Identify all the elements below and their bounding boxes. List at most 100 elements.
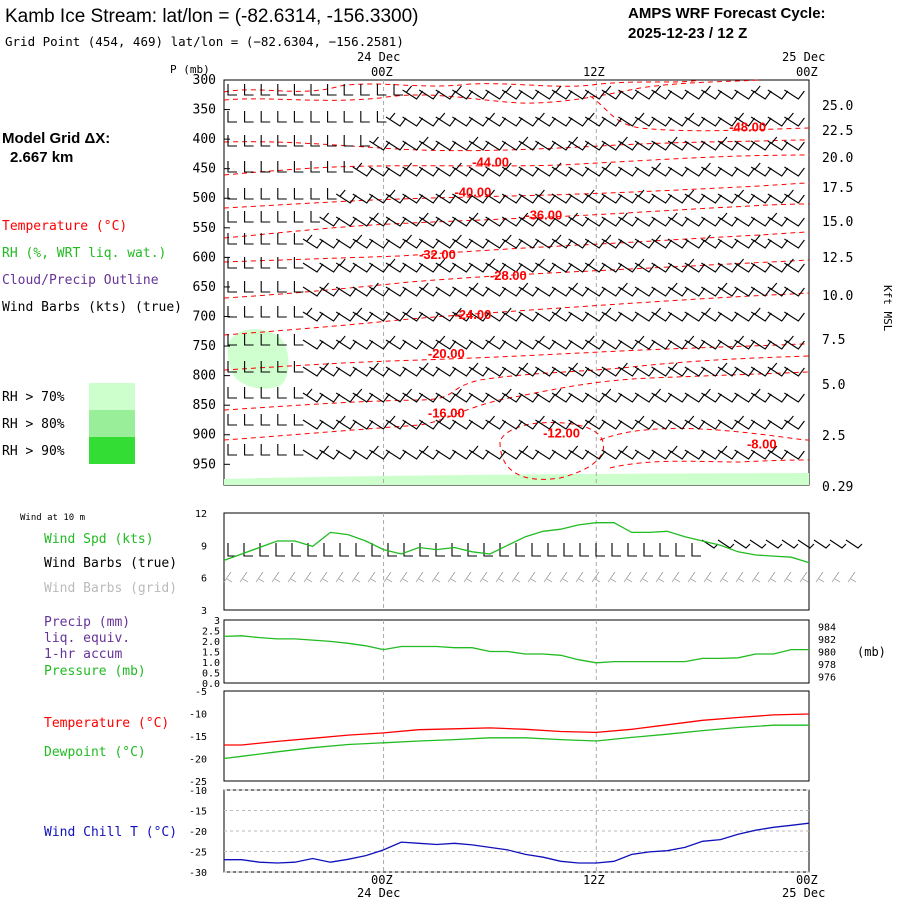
wind-barb	[717, 238, 739, 249]
wind-barb-true	[515, 543, 525, 557]
wind-barb	[402, 193, 424, 204]
legend-dewpoint: Dewpoint (°C)	[44, 745, 146, 760]
isotherm-line-1	[223, 79, 701, 93]
height-tick-label: 2.5	[822, 429, 845, 444]
wind-barb	[684, 89, 706, 100]
wind-barb	[277, 361, 287, 373]
pressure-tick-label: 982	[818, 635, 836, 646]
wind-barb	[701, 85, 722, 100]
wind-barb	[701, 339, 722, 350]
wind-barb	[435, 166, 457, 177]
wind-barb	[618, 419, 639, 430]
pressure-tick-label: 976	[818, 673, 836, 684]
wind-barb	[750, 116, 772, 127]
wind-barb	[584, 286, 606, 297]
wind-barb	[277, 334, 287, 346]
wind-barb	[402, 234, 424, 249]
wind-barb	[468, 311, 490, 322]
wind-barb	[385, 311, 407, 322]
wind-barb-grid	[479, 571, 489, 583]
wind-barb	[402, 162, 424, 177]
wind-barb	[535, 89, 556, 100]
wind-barb	[535, 415, 556, 430]
wind-barb	[452, 116, 473, 127]
wind-barb	[717, 89, 739, 100]
wind-barb	[684, 258, 706, 273]
wind-barb	[310, 161, 320, 173]
wind-barb	[601, 193, 623, 204]
wind-barb	[551, 216, 573, 227]
wind-barb	[227, 306, 237, 318]
wind-barb	[327, 161, 337, 173]
wind-barb	[618, 212, 639, 227]
wind-barb	[651, 449, 673, 460]
wind-barb	[717, 116, 739, 127]
surface-wind-barbs-grid	[223, 571, 857, 583]
temp-panel-frame	[223, 690, 810, 782]
wind-barb	[402, 339, 424, 350]
wind-barb	[667, 136, 689, 151]
wind-barb	[584, 392, 606, 403]
wind-barb	[667, 311, 689, 322]
wind-barb	[601, 286, 623, 297]
wind-barb	[701, 162, 722, 177]
wind-barb	[568, 136, 590, 151]
wind-barb	[360, 135, 370, 147]
wind-barb	[418, 445, 440, 460]
wind-barb	[418, 282, 440, 297]
wind-barb	[369, 445, 390, 460]
wind-barb	[402, 85, 424, 100]
height-tick-label: 7.5	[822, 333, 845, 348]
wind-barb	[784, 415, 805, 430]
wind-barb-true	[813, 539, 831, 549]
wind-barb	[568, 311, 590, 322]
wind-barb	[435, 189, 457, 204]
wind-barb	[734, 415, 756, 430]
wind-barb	[277, 444, 287, 456]
wind-barb	[468, 212, 490, 227]
pressure-tick-label: 700	[193, 309, 216, 324]
isotherm-label: -12.00	[543, 426, 580, 441]
wind-barb	[468, 445, 490, 460]
wind-barb	[767, 212, 789, 227]
chill-tick-label: -10	[189, 786, 207, 797]
isotherm-label: -16.00	[428, 406, 465, 421]
wind-barb	[634, 366, 656, 377]
wind-barb	[518, 136, 540, 151]
wind-barb-grid	[319, 571, 329, 583]
wind-barb	[343, 111, 354, 123]
wind-barb	[684, 286, 706, 297]
height-tick-label: 22.5	[822, 124, 853, 139]
wind-barb-true	[307, 543, 317, 557]
wind-barb	[634, 258, 656, 273]
wind-barb	[651, 116, 673, 127]
wind-barb	[551, 234, 573, 249]
temperature-panel: -5 -10 -15 -20 -25	[189, 687, 810, 788]
temperature-axis: -5 -10 -15 -20 -25	[189, 687, 207, 788]
isotherm-line-4	[223, 139, 810, 152]
wind-chill-series	[224, 822, 810, 864]
height-axis: 25.0 22.5 20.0 17.5 15.0 12.5 10.0 7.5 5.0 2.5 0.2…	[822, 99, 853, 495]
wind-barb	[601, 366, 623, 377]
wind-barb	[667, 212, 689, 227]
wind-barb	[634, 89, 656, 100]
wind-barb	[667, 282, 689, 297]
wind-barb	[618, 262, 639, 273]
wind-barb	[485, 238, 507, 249]
wind-barb	[734, 366, 756, 377]
wind-barb	[734, 392, 756, 403]
wind-barb	[551, 339, 573, 350]
wind-barb	[551, 388, 573, 403]
rh-near-surface	[224, 473, 809, 485]
wind-barb-grid	[783, 571, 793, 583]
wind-barb	[501, 286, 523, 297]
isotherm-line-3	[589, 95, 810, 132]
wind-barb	[293, 444, 304, 456]
wind-barb	[385, 449, 407, 460]
wind-barb	[227, 161, 237, 173]
wind-barb	[452, 339, 473, 350]
wind-barb	[784, 140, 805, 151]
wind-barb	[319, 311, 341, 322]
wind-10m-panel: 12 9 6 3	[195, 509, 863, 617]
wind-barb	[634, 238, 656, 249]
